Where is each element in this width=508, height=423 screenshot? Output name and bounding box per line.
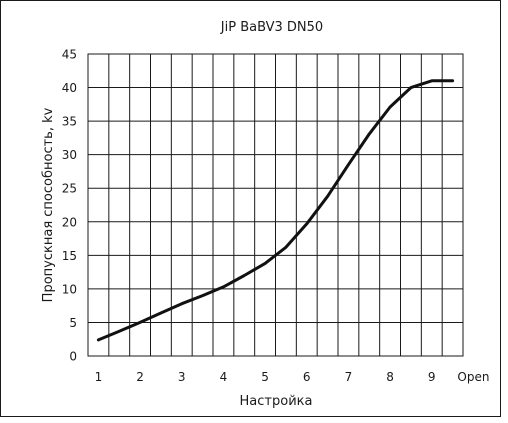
line-layer — [96, 79, 455, 342]
grid-layer — [88, 54, 463, 356]
y-tick-label: 25 — [62, 182, 77, 196]
y-tick-label: 10 — [62, 282, 77, 296]
y-tick-label: 35 — [62, 115, 77, 129]
chart-title: JiP BaBV3 DN50 — [220, 20, 323, 35]
x-tick-label: 9 — [428, 370, 436, 384]
x-tick-label: 4 — [220, 370, 228, 384]
y-tick-label: 40 — [62, 81, 77, 95]
x-tick-label: 1 — [95, 370, 103, 384]
x-tick-label: Open — [457, 370, 489, 384]
x-tick-label: 6 — [303, 370, 311, 384]
x-tick-label: 5 — [261, 370, 269, 384]
y-tick-label: 15 — [62, 249, 77, 263]
x-tick-label: 3 — [178, 370, 186, 384]
series-line — [96, 79, 455, 342]
y-tick-labels: 0 5 10 15 20 25 30 35 40 45 — [62, 48, 77, 364]
x-tick-label: 8 — [386, 370, 394, 384]
x-tick-label: 2 — [136, 370, 144, 384]
y-tick-label: 45 — [62, 48, 77, 62]
y-axis-label: Пропускная способность, kv — [41, 107, 56, 302]
x-tick-label: 7 — [345, 370, 353, 384]
x-tick-labels: 1 2 3 4 5 6 7 8 9 Open — [95, 370, 490, 384]
x-axis-label: Настройка — [240, 394, 313, 409]
y-tick-label: 0 — [69, 350, 77, 364]
y-tick-label: 20 — [62, 215, 77, 229]
y-tick-label: 5 — [69, 316, 77, 330]
y-tick-label: 30 — [62, 148, 77, 162]
